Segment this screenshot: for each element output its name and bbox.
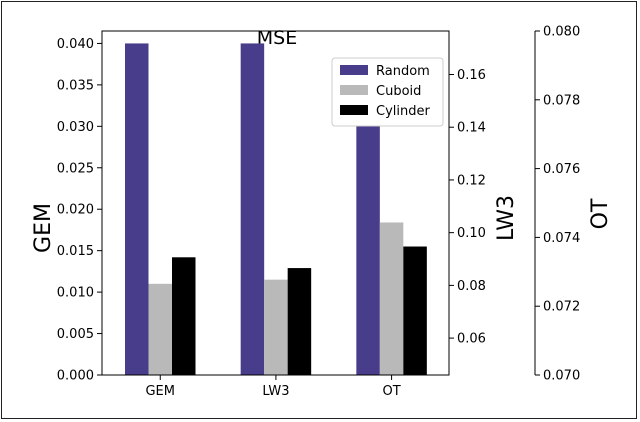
right-axis-ot: 0.070 0.072 0.074 0.076 0.078 0.080 xyxy=(534,25,580,384)
legend-swatch-cuboid xyxy=(340,85,368,95)
legend-label-cylinder: Cylinder xyxy=(376,104,430,119)
right1-axis-label: LW3 xyxy=(494,195,519,241)
legend-swatch-cylinder xyxy=(340,105,368,115)
bar-cylinder-ot xyxy=(403,246,427,375)
right1-tick-label: 0.16 xyxy=(457,68,486,83)
right2-tick-label: 0.074 xyxy=(543,231,580,246)
bar-cuboid-lw3 xyxy=(264,279,288,375)
right2-tick-label: 0.080 xyxy=(543,25,580,40)
left-tick-label: 0.030 xyxy=(57,120,94,135)
bar-cylinder-lw3 xyxy=(287,268,312,375)
left-tick-label: 0.000 xyxy=(57,369,94,384)
x-axis: GEM LW3 OT xyxy=(145,375,401,399)
right2-tick-label: 0.076 xyxy=(543,162,580,177)
bar-cuboid-ot xyxy=(379,222,404,375)
left-tick-label: 0.025 xyxy=(57,161,94,176)
right1-tick-label: 0.08 xyxy=(457,279,486,294)
left-tick-label: 0.005 xyxy=(57,327,94,342)
bar-cylinder-gem xyxy=(172,257,196,375)
legend: Random Cuboid Cylinder xyxy=(331,57,444,127)
left-axis-label: GEM xyxy=(31,203,56,253)
bar-cuboid-gem xyxy=(148,283,172,375)
x-tick-label: OT xyxy=(382,384,400,399)
x-tick-label: GEM xyxy=(145,384,175,399)
right1-tick-label: 0.06 xyxy=(457,332,486,347)
right2-tick-label: 0.070 xyxy=(543,369,580,384)
left-tick-label: 0.040 xyxy=(57,37,94,52)
left-tick-label: 0.015 xyxy=(57,244,94,259)
left-tick-label: 0.020 xyxy=(57,203,94,218)
right2-tick-label: 0.072 xyxy=(543,300,580,315)
left-tick-label: 0.035 xyxy=(57,78,94,93)
bars-group xyxy=(125,43,427,375)
bar-random-lw3 xyxy=(240,43,265,375)
bar-random-ot xyxy=(356,126,380,375)
legend-swatch-random xyxy=(340,65,368,75)
left-axis: 0.000 0.005 0.010 0.015 0.020 0.025 0.030 0.035… xyxy=(57,37,102,384)
right2-axis-label: OT xyxy=(588,198,613,229)
right2-tick-label: 0.078 xyxy=(543,93,580,108)
right1-tick-label: 0.14 xyxy=(457,121,486,136)
right1-tick-label: 0.10 xyxy=(457,226,486,241)
x-tick-label: LW3 xyxy=(262,384,289,399)
legend-label-random: Random xyxy=(376,64,430,79)
right1-tick-label: 0.12 xyxy=(457,173,486,188)
chart-title: MSE xyxy=(257,27,297,49)
legend-label-cuboid: Cuboid xyxy=(376,84,421,99)
right-axis-lw3: 0.06 0.08 0.10 0.12 0.14 0.16 xyxy=(449,68,486,347)
bar-random-gem xyxy=(125,43,149,375)
left-tick-label: 0.010 xyxy=(57,286,94,301)
